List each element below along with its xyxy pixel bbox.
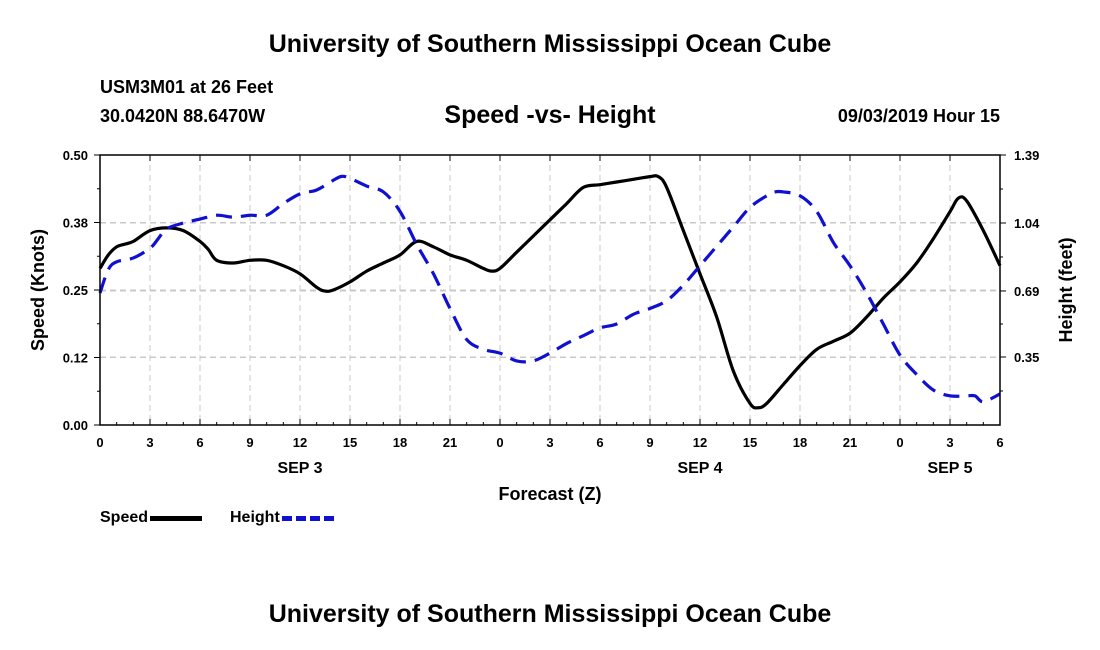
legend-height: Height [230, 509, 334, 527]
x-day-label: SEP 3 [277, 460, 322, 477]
x-day-label: SEP 4 [677, 460, 722, 477]
x-tick-label: 9 [246, 435, 253, 450]
y2-tick-label: 0.35 [1014, 350, 1039, 365]
y-tick-label: 0.38 [63, 216, 88, 231]
y-tick-label: 0.50 [63, 148, 88, 163]
x-tick-label: 3 [146, 435, 153, 450]
x-tick-label: 18 [793, 435, 807, 450]
x-tick-label: 0 [896, 435, 903, 450]
station-name: USM3M01 at 26 Feet [100, 77, 274, 97]
x-tick-label: 9 [646, 435, 653, 450]
x-day-label: SEP 5 [927, 460, 972, 477]
x-tick-label: 12 [293, 435, 307, 450]
footer-title: University of Southern Mississippi Ocean… [268, 600, 832, 628]
y2-tick-label: 0.69 [1014, 284, 1039, 299]
y-tick-label: 0.12 [63, 351, 88, 366]
y-tick-label: 0.00 [63, 418, 88, 433]
axis-layer: 0 3 6 9 12 15 18 21 0 3 6 9 12 15 18 21 0 3 6 0.00 0.12 0.25 0… [63, 148, 1040, 477]
legend-speed-label: Speed [100, 509, 149, 526]
height-series-line [98, 174, 1001, 404]
x-tick-label: 3 [946, 435, 953, 450]
station-coordinates: 30.0420N 88.6470W [100, 106, 266, 126]
x-tick-label: 12 [693, 435, 707, 450]
x-tick-label: 3 [546, 435, 553, 450]
x-tick-label: 15 [743, 435, 757, 450]
chart-title: Speed -vs- Height [444, 101, 656, 129]
x-tick-label: 15 [343, 435, 357, 450]
y2-tick-label: 1.04 [1014, 216, 1040, 231]
series-layer [98, 174, 1002, 410]
legend-height-swatch [281, 515, 334, 521]
legend-speed-swatch [150, 515, 203, 521]
forecast-datetime: 09/03/2019 Hour 15 [837, 106, 1000, 126]
legend-height-label: Height [230, 509, 280, 526]
grid-layer [100, 155, 1000, 425]
x-tick-label: 0 [496, 435, 503, 450]
y2-tick-label: 1.39 [1014, 148, 1039, 163]
x-tick-label: 6 [996, 435, 1003, 450]
x-tick-label: 18 [393, 435, 407, 450]
x-tick-label: 21 [843, 435, 857, 450]
x-tick-label: 6 [196, 435, 203, 450]
y-axis-label: Speed (Knots) [28, 229, 48, 351]
x-tick-label: 0 [96, 435, 103, 450]
legend-speed: Speed [100, 509, 203, 527]
y2-axis-label: Height (feet) [1056, 238, 1076, 343]
y-tick-label: 0.25 [63, 283, 88, 298]
x-tick-label: 6 [596, 435, 603, 450]
speed-series-line [98, 174, 1002, 410]
page-title: University of Southern Mississippi Ocean… [268, 30, 832, 58]
x-tick-label: 21 [443, 435, 457, 450]
x-axis-label: Forecast (Z) [498, 484, 601, 504]
